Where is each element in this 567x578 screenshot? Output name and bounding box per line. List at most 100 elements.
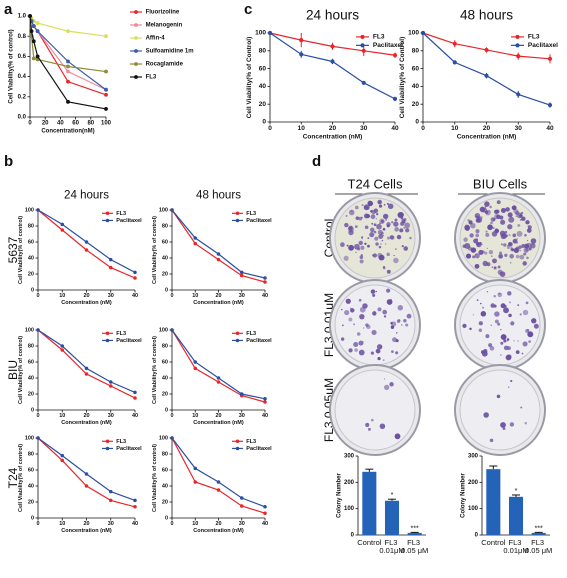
colony xyxy=(479,216,483,220)
colony xyxy=(386,288,391,293)
colony xyxy=(394,218,398,222)
colony xyxy=(500,219,506,225)
data-point xyxy=(66,29,70,34)
colony xyxy=(353,323,356,326)
data-point xyxy=(104,92,108,97)
colony xyxy=(381,239,384,242)
y-tick-label: 0 xyxy=(165,287,168,293)
row-label: 5637 xyxy=(6,236,20,263)
colony xyxy=(404,222,411,229)
data-point xyxy=(392,96,398,101)
legend-marker xyxy=(105,446,110,451)
y-tick-label: 40 xyxy=(412,83,420,90)
colony xyxy=(358,216,363,221)
y-tick-label: 20 xyxy=(162,499,168,505)
colony xyxy=(390,298,392,301)
x-tick-label: FL3 0.01μM xyxy=(379,538,404,555)
y-axis-label: Cell Viability(% of Control) xyxy=(246,37,253,119)
colony xyxy=(469,233,474,238)
data-point xyxy=(170,208,174,212)
colony xyxy=(470,222,476,229)
colony xyxy=(372,293,376,297)
colony xyxy=(469,327,472,331)
x-axis-label: Concentration (nM) xyxy=(457,134,517,141)
colony xyxy=(345,298,351,304)
y-tick-label: 100 xyxy=(159,327,168,333)
colony xyxy=(488,250,494,255)
x-tick-label: 30 xyxy=(108,413,114,419)
data-point xyxy=(216,252,221,256)
legend-label: Fluorizoline xyxy=(146,10,180,16)
colony xyxy=(342,324,344,327)
legend-label: Melanogenin xyxy=(146,23,183,29)
x-tick-label: 10 xyxy=(298,125,306,132)
data-point xyxy=(484,73,489,78)
x-tick-label: 30 xyxy=(239,521,245,527)
colony xyxy=(477,216,480,218)
legend-marker xyxy=(134,49,138,53)
y-tick-label: 60 xyxy=(412,65,420,72)
y-tick-label: 20 xyxy=(28,271,34,277)
y-tick-label: 80 xyxy=(162,451,168,457)
x-tick-label: 30 xyxy=(239,413,245,419)
colony xyxy=(390,321,393,325)
colony xyxy=(363,205,368,210)
plate xyxy=(334,369,416,451)
y-tick-label: 40 xyxy=(28,375,34,381)
y-tick-label: 20 xyxy=(162,391,168,397)
colony xyxy=(344,309,350,316)
colony xyxy=(472,314,474,316)
data-point xyxy=(452,60,457,65)
colony xyxy=(365,213,371,219)
colony xyxy=(377,252,383,258)
colony xyxy=(494,209,499,215)
legend-label: Paclitaxel xyxy=(246,218,272,224)
colony xyxy=(393,254,395,257)
colony xyxy=(394,433,401,440)
colony xyxy=(396,332,398,334)
legend-label: FL3 xyxy=(146,75,157,81)
y-tick-label: 0 xyxy=(475,533,479,539)
colony xyxy=(508,386,510,388)
colony xyxy=(499,354,502,356)
data-point xyxy=(170,328,174,332)
legend-marker xyxy=(105,211,110,216)
colony xyxy=(476,242,482,248)
legend-label: Affin-4 xyxy=(146,36,166,42)
colony xyxy=(515,254,520,259)
colony xyxy=(491,266,494,268)
colony xyxy=(382,309,388,315)
colony xyxy=(513,208,519,214)
y-axis-label: Colony Number xyxy=(460,473,466,518)
y-tick-label: 100 xyxy=(25,207,34,213)
colony xyxy=(373,223,377,227)
colony xyxy=(405,228,410,233)
colony xyxy=(474,253,480,259)
colony xyxy=(508,313,512,318)
legend-marker xyxy=(235,338,240,343)
x-tick-label: 40 xyxy=(132,293,138,299)
colony xyxy=(367,200,373,206)
colony xyxy=(371,222,374,225)
colony xyxy=(506,354,512,360)
legend-marker xyxy=(134,23,138,27)
colony xyxy=(486,247,488,250)
colony xyxy=(497,322,501,326)
colony xyxy=(367,244,370,248)
colony xyxy=(354,205,359,210)
legend-marker xyxy=(235,331,240,336)
colony xyxy=(379,423,386,430)
colony xyxy=(409,236,412,240)
colony xyxy=(359,259,364,264)
colony xyxy=(480,311,487,317)
y-tick-label: 60 xyxy=(162,467,168,473)
y-tick-label: 80 xyxy=(259,48,267,55)
colony xyxy=(517,304,520,307)
x-tick-label: 40 xyxy=(546,125,554,132)
colony xyxy=(389,235,394,240)
colony xyxy=(382,227,386,231)
legend-label: Paclitaxel xyxy=(116,218,142,224)
colony xyxy=(343,255,349,261)
data-point xyxy=(267,30,273,36)
